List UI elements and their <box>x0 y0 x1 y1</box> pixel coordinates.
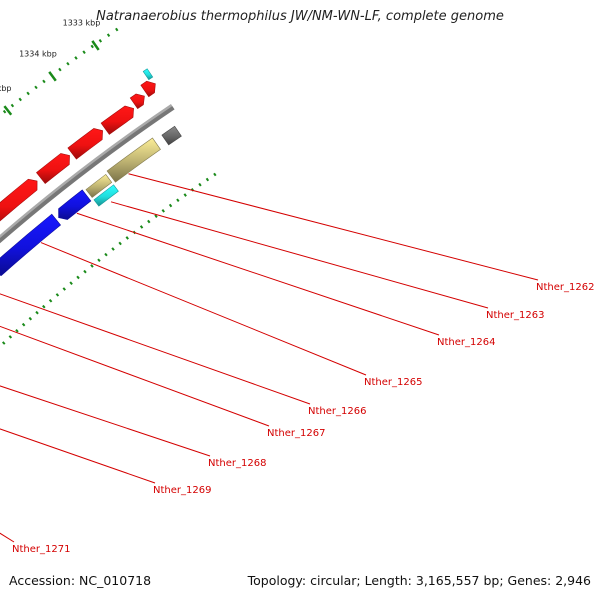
gene-label[interactable]: Nther_1271 <box>12 544 70 555</box>
gene-leader-line <box>40 242 367 376</box>
gene-block[interactable] <box>93 184 119 207</box>
gene-block[interactable] <box>0 213 62 276</box>
outer-tick-mark <box>66 61 70 66</box>
gene-leader-line <box>76 212 440 336</box>
outer-tick-mark <box>106 33 111 37</box>
kbp-label: 1333 kbp <box>63 18 101 27</box>
inner-tick-mark <box>28 316 33 321</box>
genome-summary-text: Topology: circular; Length: 3,165,557 bp… <box>247 573 591 588</box>
inner-tick-mark <box>15 328 19 333</box>
inner-tick-mark <box>21 322 26 327</box>
gene-leader-line <box>0 532 15 543</box>
inner-tick-mark <box>62 287 66 291</box>
inner-tick-mark <box>48 298 53 303</box>
gene-label[interactable]: Nther_1269 <box>153 485 211 496</box>
gene-label[interactable]: Nther_1262 <box>536 282 594 293</box>
genome-backbone <box>0 106 175 244</box>
gene-leader-line <box>0 385 211 457</box>
gene-leader-line <box>128 173 539 281</box>
inner-tick-mark <box>104 252 108 257</box>
inner-tick-mark <box>8 335 13 339</box>
inner-tick-mark <box>176 198 180 203</box>
gene-label[interactable]: Nther_1265 <box>364 377 422 388</box>
inner-tick-mark <box>161 209 165 213</box>
inner-tick-mark <box>83 269 87 274</box>
gene-block[interactable] <box>36 153 70 184</box>
outer-tick-mark <box>58 67 62 72</box>
inner-tick-mark <box>1 341 6 345</box>
inner-tick-mark <box>125 236 129 240</box>
kbp-label: 1335 kbp <box>0 84 12 93</box>
backbone-highlight <box>0 104 173 239</box>
gene-block[interactable] <box>67 128 103 160</box>
inner-tick-mark <box>183 193 187 197</box>
outer-tick-mark <box>34 85 38 90</box>
accession-text: Accession: NC_010718 <box>9 573 152 588</box>
outer-tick-mark <box>26 91 30 96</box>
inner-tick-mark <box>154 214 158 218</box>
kbp-label: 1334 kbp <box>19 50 57 59</box>
inner-tick-mark <box>97 258 101 263</box>
outer-tick-mark <box>10 103 15 108</box>
outer-tick-mark <box>90 44 94 49</box>
gene-block[interactable] <box>161 125 182 146</box>
inner-tick-mark <box>168 203 173 208</box>
inner-tick-mark <box>139 225 144 229</box>
gene-leader-line <box>110 201 489 309</box>
gene-leader-line <box>0 325 270 427</box>
kbp-major-tick <box>3 105 13 116</box>
inner-tick-mark <box>76 275 80 280</box>
gene-label[interactable]: Nther_1263 <box>486 310 544 321</box>
inner-tick-mark <box>69 281 73 285</box>
gene-block[interactable] <box>106 137 161 183</box>
inner-tick-mark <box>205 177 210 182</box>
inner-tick-mark <box>90 264 94 268</box>
gene-block[interactable] <box>129 93 145 110</box>
outer-tick-mark <box>115 27 119 32</box>
inner-tick-mark <box>35 310 39 315</box>
outer-tick-mark <box>2 109 7 114</box>
gene-block[interactable] <box>85 174 113 198</box>
inner-tick-mark <box>147 219 151 224</box>
genome-title: Natranaerobius thermophilus JW/NM-WN-LF,… <box>96 9 504 24</box>
inner-tick-mark <box>198 182 202 187</box>
inner-tick-mark <box>118 241 122 246</box>
gene-block[interactable] <box>142 68 154 81</box>
inner-tick-mark <box>55 293 60 297</box>
outer-tick-mark <box>98 39 103 43</box>
outer-tick-mark <box>74 56 78 60</box>
gene-block[interactable] <box>58 189 92 220</box>
gene-label[interactable]: Nther_1264 <box>437 337 495 348</box>
kbp-major-tick <box>91 40 100 51</box>
gene-block[interactable] <box>100 105 134 135</box>
gene-label[interactable]: Nther_1267 <box>267 428 325 439</box>
outer-tick-mark <box>42 79 46 84</box>
inner-tick-mark <box>213 172 217 177</box>
outer-tick-mark <box>18 97 22 102</box>
gene-leader-line <box>0 293 311 405</box>
inner-tick-mark <box>42 304 46 309</box>
gene-block[interactable] <box>0 178 38 229</box>
gene-block[interactable] <box>140 80 156 98</box>
inner-tick-mark <box>111 247 115 251</box>
gene-label[interactable]: Nther_1268 <box>208 458 266 469</box>
outer-tick-mark <box>82 50 86 54</box>
gene-label[interactable]: Nther_1266 <box>308 406 366 417</box>
kbp-major-tick <box>48 71 57 82</box>
gene-leader-line <box>0 428 156 484</box>
